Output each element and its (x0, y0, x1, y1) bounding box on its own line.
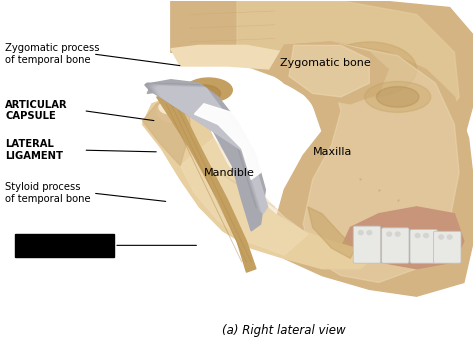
FancyBboxPatch shape (353, 226, 381, 263)
Ellipse shape (376, 87, 419, 107)
Polygon shape (156, 87, 268, 214)
Text: Zygomatic process
of temporal bone: Zygomatic process of temporal bone (5, 43, 100, 65)
Text: LATERAL
LIGAMENT: LATERAL LIGAMENT (5, 139, 64, 161)
Polygon shape (151, 85, 264, 210)
Polygon shape (171, 1, 474, 166)
Polygon shape (180, 138, 308, 255)
Polygon shape (155, 86, 267, 213)
Polygon shape (171, 45, 284, 69)
Polygon shape (303, 42, 459, 283)
FancyBboxPatch shape (434, 231, 461, 263)
Polygon shape (237, 1, 459, 148)
Ellipse shape (415, 234, 420, 238)
FancyBboxPatch shape (410, 229, 438, 263)
Polygon shape (154, 86, 266, 212)
Ellipse shape (439, 235, 444, 239)
Polygon shape (156, 97, 256, 272)
Ellipse shape (447, 235, 452, 239)
Polygon shape (194, 104, 261, 179)
Polygon shape (308, 207, 355, 258)
Ellipse shape (159, 100, 182, 114)
Ellipse shape (365, 81, 431, 112)
Ellipse shape (367, 230, 372, 235)
Ellipse shape (322, 42, 417, 97)
Polygon shape (341, 207, 464, 269)
Polygon shape (275, 42, 474, 296)
Text: ARTICULAR
CAPSULE: ARTICULAR CAPSULE (5, 100, 68, 121)
Polygon shape (152, 85, 265, 211)
Ellipse shape (395, 232, 400, 236)
Text: Zygomatic bone: Zygomatic bone (280, 58, 370, 68)
Polygon shape (149, 85, 263, 209)
Ellipse shape (156, 99, 194, 123)
Polygon shape (145, 83, 261, 207)
Ellipse shape (424, 234, 428, 238)
Ellipse shape (387, 232, 392, 236)
Polygon shape (146, 83, 262, 208)
Text: Maxilla: Maxilla (313, 147, 352, 157)
FancyBboxPatch shape (382, 228, 409, 263)
Polygon shape (143, 97, 369, 269)
Polygon shape (289, 45, 369, 97)
Ellipse shape (358, 230, 363, 235)
FancyBboxPatch shape (15, 234, 114, 257)
Polygon shape (270, 42, 388, 104)
Polygon shape (147, 80, 265, 231)
Ellipse shape (187, 85, 220, 102)
Ellipse shape (185, 78, 232, 102)
Text: Mandible: Mandible (204, 168, 255, 177)
Text: Styloid process
of temporal bone: Styloid process of temporal bone (5, 182, 91, 204)
Polygon shape (148, 84, 263, 209)
Polygon shape (143, 97, 190, 166)
Text: (a) Right lateral view: (a) Right lateral view (222, 324, 346, 337)
